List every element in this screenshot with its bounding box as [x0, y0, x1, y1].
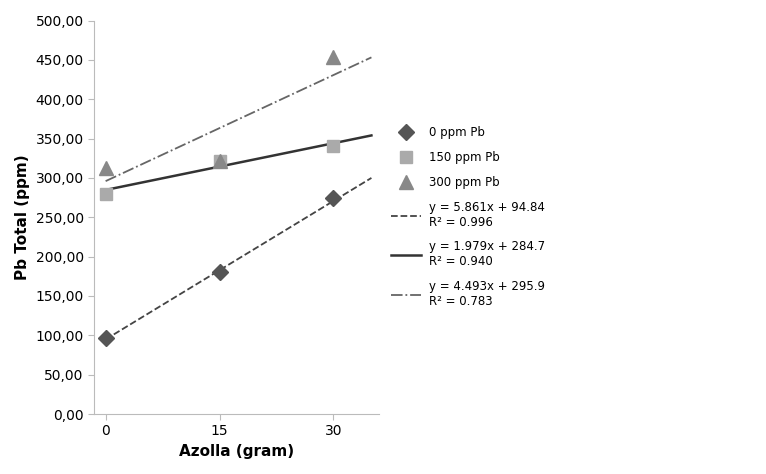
Legend: 0 ppm Pb, 150 ppm Pb, 300 ppm Pb, y = 5.861x + 94.84
R² = 0.996, y = 1.979x + 28: 0 ppm Pb, 150 ppm Pb, 300 ppm Pb, y = 5.… [388, 123, 548, 312]
Y-axis label: Pb Total (ppm): Pb Total (ppm) [15, 155, 30, 280]
X-axis label: Azolla (gram): Azolla (gram) [179, 444, 294, 459]
